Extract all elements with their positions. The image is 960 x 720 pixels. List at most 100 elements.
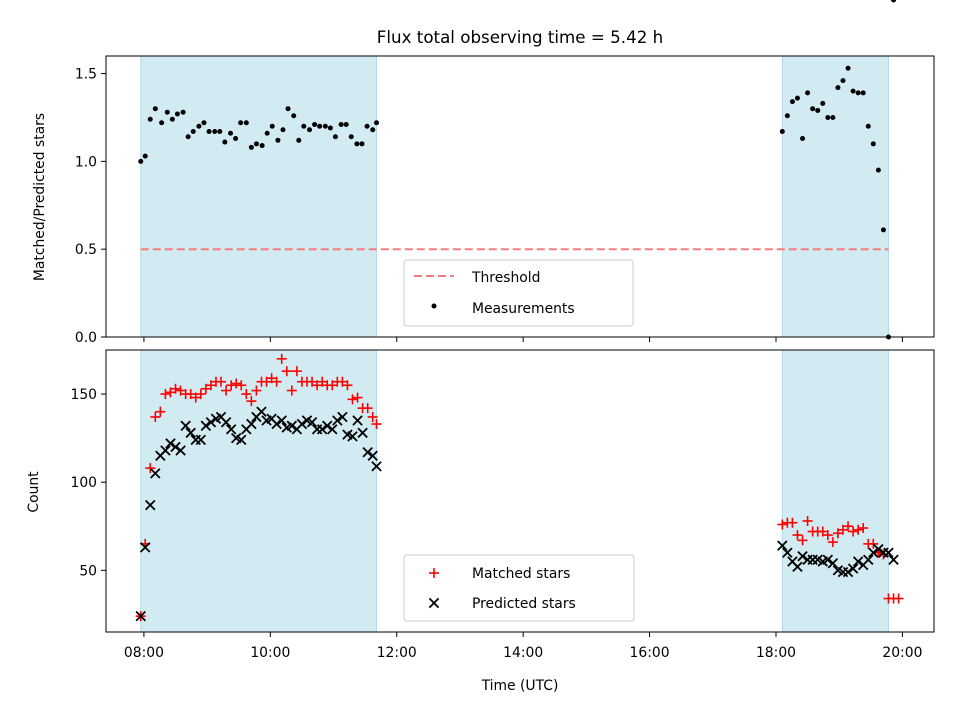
predicted-star-point [852,556,864,567]
marker-stroke [352,415,363,426]
marker-stroke [888,554,899,565]
matched-star-point [221,385,232,396]
marker-stroke [842,566,854,578]
predicted-star-point [150,468,161,479]
measurement-point [307,127,313,133]
marker-stroke [792,561,803,573]
marker-stroke [246,418,257,430]
matched-star-point [367,411,378,422]
shaded-interval-0 [140,349,378,633]
y-tick-label-0: 50 [79,563,97,579]
marker-stroke [852,556,864,567]
marker-stroke [230,432,242,444]
measurement-point [201,120,207,126]
matched-star-point [797,535,808,546]
matched-star-point [271,376,282,387]
measurement-point [206,129,212,135]
predicted-star-point [822,554,834,565]
marker-stroke [782,547,793,558]
matched-star-point [837,524,848,535]
measurement-point [865,123,871,129]
marker-stroke [327,424,338,435]
measurement-point [248,144,254,150]
measurement-point [370,127,376,133]
measurement-point [233,136,239,142]
marker-stroke [160,445,171,456]
marker-stroke [256,406,267,417]
measurement-point [860,90,866,96]
marker-stroke [873,543,884,555]
marker-stroke [822,554,834,565]
marker-stroke [883,547,894,558]
matched-star-point [190,392,201,403]
x-axis-label: Time (UTC) [481,678,559,694]
predicted-star-point [296,418,308,430]
x-tick-label-0: 08:00 [124,645,164,661]
y-tick-label-1: 0.5 [75,242,97,258]
measurement-point [794,95,800,101]
matched-star-point [827,537,838,548]
measurement-point [789,99,795,105]
shaded-interval-0 [140,55,378,338]
marker-stroke [868,547,879,558]
matched-star-point [822,530,833,541]
legend-predicted-label: Predicted stars [472,596,576,612]
measurement-point [159,120,165,126]
matched-star-point [170,383,181,394]
y-tick-label-2: 150 [70,387,97,403]
marker-stroke [195,434,207,446]
predicted-star-point [256,406,267,417]
measurement-point [180,109,186,115]
marker-stroke [200,420,212,432]
bottom-x-ticks: 08:00 10:00 12:00 14:00 16:00 18:00 20:00 [124,632,922,661]
measurement-point [875,167,881,173]
measurement-point [190,129,196,135]
matched-star-point [371,419,382,430]
predicted-star-point [321,420,333,432]
measurement-point [779,129,785,135]
measurement-point [253,141,259,147]
matched-star-point [231,378,242,389]
measurement-point [364,123,370,129]
measurement-point [880,227,886,233]
measurement-point [152,106,158,112]
y-tick-label-1: 100 [70,475,97,491]
y-tick-label-3: 1.5 [75,67,97,83]
measurement-point [850,88,856,94]
matched-star-point [342,380,353,391]
legend-predicted-marker [428,597,440,609]
predicted-star-point [220,417,232,428]
y-tick-label-2: 1.0 [75,154,97,170]
matched-star-point [802,515,813,526]
marker-stroke [296,418,308,430]
measurement-point [840,78,846,84]
marker-stroke [185,427,196,439]
measurement-point [322,123,328,129]
predicted-star-point [286,420,298,432]
matched-star-point [347,394,358,405]
matched-star-point [286,385,297,396]
measurement-point [870,141,876,147]
legend-matched-marker [429,568,439,578]
predicted-star-point [180,420,191,432]
measurement-point [845,65,851,71]
matched-star-point [205,380,216,391]
marker-stroke [170,441,181,453]
predicted-star-point [236,434,247,446]
measurement-point [285,106,291,112]
matched-star-point [362,403,373,414]
marker-stroke [777,540,788,551]
predicted-star-point [847,563,859,574]
measurement-point [238,120,244,126]
predicted-star-point [347,431,358,442]
measurement-point [784,113,790,119]
predicted-star-point [888,554,899,565]
x-tick-label-4: 16:00 [630,645,670,661]
matched-star-point [858,523,869,534]
marker-stroke [357,427,368,439]
marker-stroke [332,415,343,426]
measurement-point [142,153,148,159]
predicted-star-point [357,427,368,439]
measurement-point [891,0,897,3]
matched-star-point [251,385,262,396]
